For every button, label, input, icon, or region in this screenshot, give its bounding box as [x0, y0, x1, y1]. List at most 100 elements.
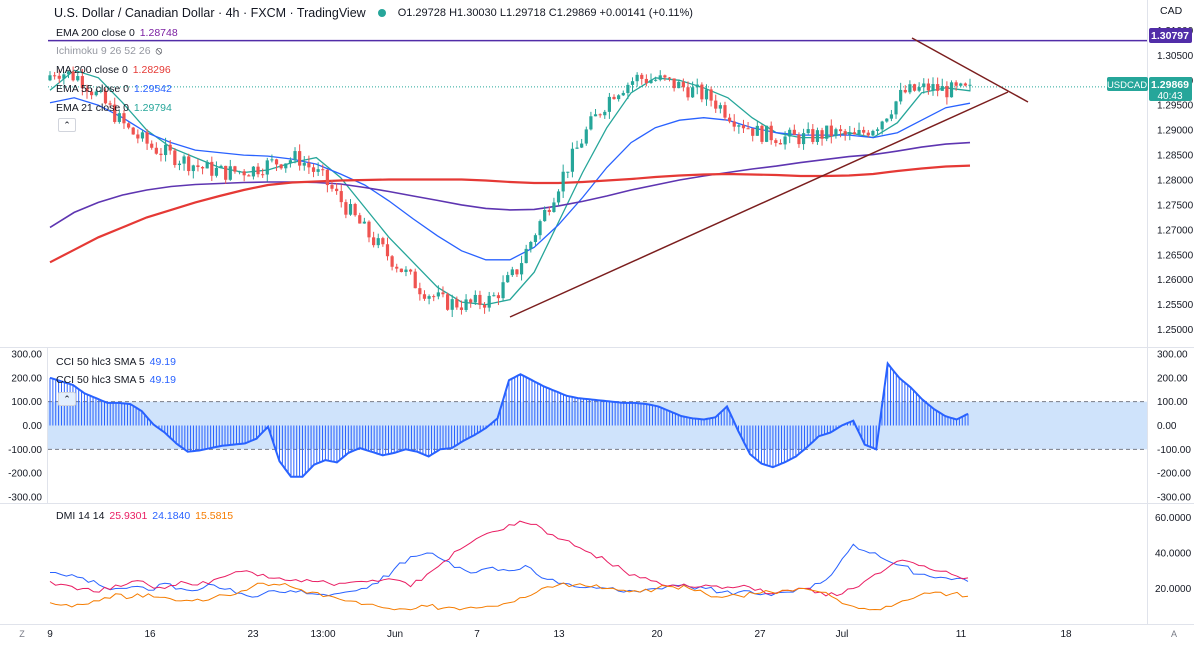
candle-body[interactable]	[954, 82, 958, 86]
candle-body[interactable]	[556, 191, 561, 203]
candle-body[interactable]	[224, 165, 228, 180]
candle-body[interactable]	[552, 202, 556, 213]
cci-collapse-button[interactable]: ⌃	[58, 392, 76, 406]
candle-body[interactable]	[339, 191, 343, 203]
candle-body[interactable]	[90, 91, 94, 96]
candle-body[interactable]	[66, 71, 71, 75]
candle-body[interactable]	[936, 84, 940, 91]
candle-body[interactable]	[159, 153, 163, 156]
candle-body[interactable]	[843, 131, 847, 135]
legend-dmi[interactable]: DMI 14 14 25.9301 24.1840 15.5815	[56, 510, 233, 522]
candle-body[interactable]	[113, 104, 117, 122]
dmi-minus-line[interactable]	[49, 520, 969, 597]
candle-body[interactable]	[723, 105, 727, 118]
candle-body[interactable]	[667, 77, 672, 79]
cci-pane[interactable]	[48, 361, 1147, 478]
candle-body[interactable]	[325, 169, 329, 186]
candle-body[interactable]	[603, 111, 607, 116]
candle-body[interactable]	[899, 89, 903, 102]
candle-body[interactable]	[852, 132, 857, 135]
candle-body[interactable]	[399, 268, 403, 273]
candle-body[interactable]	[760, 125, 764, 142]
candle-body[interactable]	[330, 185, 334, 189]
candle-body[interactable]	[829, 125, 833, 137]
candle-body[interactable]	[177, 163, 182, 166]
candle-body[interactable]	[348, 204, 353, 215]
candle-body[interactable]	[126, 123, 131, 128]
candle-body[interactable]	[163, 144, 168, 156]
candle-body[interactable]	[279, 164, 283, 169]
candle-body[interactable]	[274, 159, 279, 165]
candle-body[interactable]	[783, 136, 787, 145]
candle-body[interactable]	[214, 167, 219, 176]
legend-ema55[interactable]: EMA 55 close 0 1.29542	[56, 83, 172, 95]
candle-body[interactable]	[150, 143, 154, 148]
candle-body[interactable]	[644, 78, 648, 84]
candle-body[interactable]	[200, 167, 205, 169]
candle-body[interactable]	[307, 162, 311, 168]
candle-body[interactable]	[968, 84, 972, 86]
ma200-line[interactable]	[49, 164, 971, 264]
candle-body[interactable]	[261, 174, 265, 176]
candle-body[interactable]	[131, 127, 135, 135]
candle-body[interactable]	[875, 129, 880, 131]
candle-body[interactable]	[792, 129, 796, 135]
candle-body[interactable]	[677, 81, 681, 89]
candle-body[interactable]	[806, 129, 810, 134]
descending-trendline[interactable]	[911, 37, 1029, 103]
candle-body[interactable]	[866, 132, 870, 136]
legend-ichimoku[interactable]: Ichimoku 9 26 52 26 ⦸	[56, 45, 162, 57]
candle-body[interactable]	[210, 161, 214, 176]
candle-body[interactable]	[62, 74, 66, 79]
candle-body[interactable]	[99, 90, 103, 92]
ema21-line[interactable]	[49, 69, 971, 306]
candle-body[interactable]	[871, 130, 875, 136]
candle-body[interactable]	[617, 95, 621, 100]
candle-body[interactable]	[584, 129, 588, 144]
candle-body[interactable]	[154, 147, 158, 154]
candle-body[interactable]	[251, 166, 256, 177]
candle-body[interactable]	[168, 144, 172, 151]
legend-collapse-button[interactable]: ⌃	[58, 118, 76, 132]
candle-body[interactable]	[358, 215, 362, 224]
candle-body[interactable]	[764, 125, 769, 142]
candle-body[interactable]	[432, 296, 436, 298]
candle-body[interactable]	[700, 84, 704, 100]
candle-body[interactable]	[640, 74, 644, 79]
candle-body[interactable]	[413, 271, 417, 289]
candle-body[interactable]	[173, 150, 177, 166]
candle-body[interactable]	[140, 132, 145, 139]
candle-body[interactable]	[838, 129, 843, 132]
candle-body[interactable]	[538, 221, 542, 236]
ema55-line[interactable]	[49, 97, 971, 261]
candle-body[interactable]	[889, 114, 894, 119]
candle-body[interactable]	[385, 244, 390, 257]
candle-body[interactable]	[917, 87, 921, 91]
candle-body[interactable]	[751, 128, 755, 136]
candle-body[interactable]	[561, 171, 565, 192]
legend-cci-2[interactable]: CCI 50 hlc3 SMA 5 49.19	[56, 374, 176, 386]
candle-body[interactable]	[695, 84, 699, 88]
candle-body[interactable]	[311, 167, 316, 172]
candle-body[interactable]	[862, 129, 866, 133]
candle-body[interactable]	[746, 128, 750, 130]
candle-body[interactable]	[362, 221, 366, 224]
candle-body[interactable]	[686, 87, 690, 98]
candle-body[interactable]	[575, 147, 579, 149]
candle-body[interactable]	[908, 84, 912, 93]
time-axis-left-mark[interactable]: Z	[19, 629, 25, 639]
time-axis-right-mark[interactable]: A	[1171, 629, 1177, 639]
candle-body[interactable]	[76, 76, 80, 81]
candle-body[interactable]	[658, 75, 662, 80]
candle-body[interactable]	[187, 156, 191, 172]
candle-body[interactable]	[788, 129, 792, 137]
candle-body[interactable]	[519, 263, 524, 275]
candle-body[interactable]	[196, 165, 200, 168]
candle-body[interactable]	[533, 235, 538, 243]
candle-body[interactable]	[136, 134, 140, 139]
candle-body[interactable]	[182, 156, 186, 164]
candle-body[interactable]	[390, 256, 394, 267]
candle-body[interactable]	[381, 238, 385, 245]
price-pane[interactable]	[48, 37, 1147, 318]
